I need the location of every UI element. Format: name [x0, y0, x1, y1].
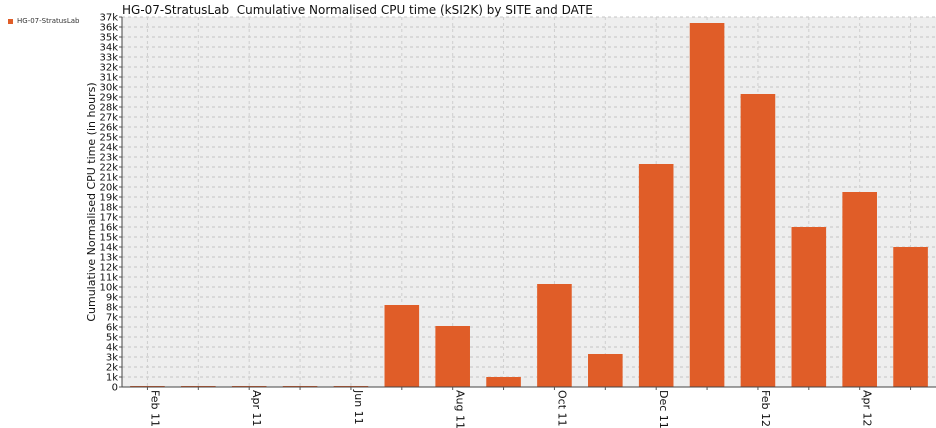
y-tick-label: 25k	[99, 133, 118, 144]
bar	[384, 305, 420, 387]
y-tick-label: 10k	[99, 283, 118, 294]
y-tick-label: 2k	[106, 363, 118, 374]
y-tick-label: 5k	[106, 333, 118, 344]
y-tick-label: 32k	[99, 63, 118, 74]
bar	[537, 284, 572, 387]
bar	[842, 192, 877, 387]
y-tick-label: 13k	[99, 253, 118, 264]
y-tick-label: 7k	[106, 313, 118, 324]
legend-swatch	[8, 18, 13, 24]
y-tick-label: 22k	[99, 163, 118, 174]
bar	[435, 326, 470, 387]
y-tick-label: 36k	[99, 23, 118, 34]
y-tick-label: 21k	[99, 173, 118, 184]
y-tick-label: 17k	[99, 213, 118, 224]
x-tick-label: Apr 12	[861, 390, 874, 427]
x-tick-label: Feb 11	[148, 390, 161, 427]
bar	[689, 23, 725, 387]
y-tick-label: 0	[112, 383, 118, 394]
y-tick-label: 1k	[106, 373, 118, 384]
y-tick-label: 37k	[99, 13, 118, 24]
y-tick-label: 12k	[99, 263, 118, 274]
bar	[740, 94, 776, 387]
y-tick-label: 33k	[99, 53, 118, 64]
y-tick-label: 6k	[106, 323, 118, 334]
legend: HG-07-StratusLab	[8, 17, 79, 25]
chart-title: HG-07-StratusLab Cumulative Normalised C…	[122, 3, 593, 17]
bar	[791, 227, 827, 387]
y-tick-label: 23k	[99, 153, 118, 164]
y-tick-label: 28k	[99, 103, 118, 114]
bar	[893, 247, 928, 387]
y-tick-label: 15k	[99, 233, 118, 244]
y-tick-label: 26k	[99, 123, 118, 134]
legend-label: HG-07-StratusLab	[17, 17, 80, 25]
x-tick-label: Aug 11	[454, 390, 467, 428]
y-axis-ticks: 01k2k3k4k5k6k7k8k9k10k11k12k13k14k15k16k…	[99, 13, 122, 394]
x-tick-label: Oct 11	[555, 390, 568, 427]
axes	[121, 17, 936, 388]
y-tick-label: 14k	[99, 243, 118, 254]
y-tick-label: 24k	[99, 143, 118, 154]
x-tick-label: Jun 11	[352, 389, 365, 425]
x-tick-label: Dec 11	[657, 390, 670, 428]
y-tick-label: 9k	[106, 293, 118, 304]
y-tick-label: 4k	[106, 343, 118, 354]
y-tick-label: 16k	[99, 223, 118, 234]
y-tick-label: 31k	[99, 73, 118, 84]
y-tick-label: 20k	[99, 183, 118, 194]
y-tick-label: 8k	[106, 303, 118, 314]
y-tick-label: 19k	[99, 193, 118, 204]
bars	[130, 23, 928, 387]
y-tick-label: 3k	[106, 353, 118, 364]
y-tick-label: 30k	[99, 83, 118, 94]
bar	[486, 377, 521, 387]
y-tick-label: 34k	[99, 43, 118, 54]
y-tick-label: 11k	[99, 273, 118, 284]
x-tick-label: Feb 12	[759, 390, 772, 427]
y-tick-label: 18k	[99, 203, 118, 214]
bar	[638, 164, 674, 387]
y-tick-label: 27k	[99, 113, 118, 124]
y-tick-label: 29k	[99, 93, 118, 104]
x-axis-ticks: Feb 11 Apr 11 Jun 11 Aug 11 Oct 11 Dec 11 Feb …	[146, 387, 912, 428]
y-tick-label: 35k	[99, 33, 118, 44]
y-axis-label: Cumulative Normalised CPU time (in hours…	[85, 82, 98, 321]
x-tick-label: Apr 11	[250, 390, 263, 427]
bar	[588, 354, 623, 387]
